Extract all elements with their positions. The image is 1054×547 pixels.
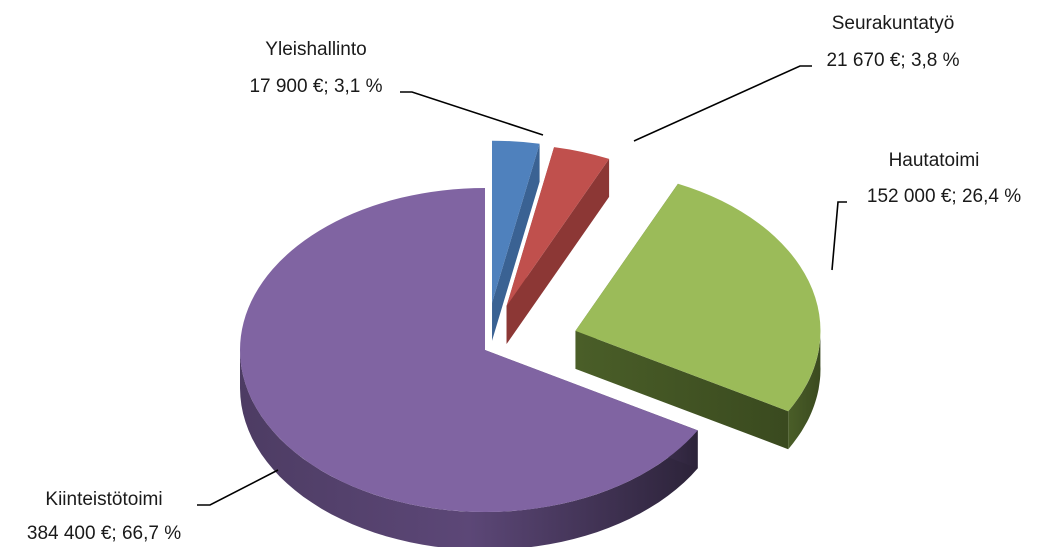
leader-line-kiinteistotoimi — [197, 469, 279, 506]
leader-line-hautatoimi — [831, 201, 847, 271]
slice-top-yleishallinto — [492, 140, 540, 303]
label-kiinteistotoimi-category: Kiinteistötoimi — [45, 489, 162, 510]
slice-top-seurakuntaty- — [506, 147, 610, 307]
label-seurakuntatyo-category: Seurakuntatyö — [832, 13, 955, 34]
label-yleishallinto-value: 17 900 €; 3,1 % — [249, 76, 382, 97]
pie-slices — [240, 140, 821, 547]
slice-wall-hautatoimi-1 — [575, 330, 789, 450]
slice-side-hautatoimi — [788, 327, 821, 450]
slice-kiinteist-toimi — [240, 188, 698, 547]
label-kiinteistotoimi-value: 384 400 €; 66,7 % — [27, 523, 181, 544]
slice-top-kiinteist-toimi — [240, 188, 698, 512]
slice-yleishallinto — [492, 140, 540, 341]
leader-line-yleishallinto — [400, 91, 544, 136]
label-seurakuntatyo-value: 21 670 €; 3,8 % — [826, 50, 959, 71]
slice-seurakuntaty- — [506, 147, 610, 345]
leader-lines — [197, 65, 847, 506]
slice-wall-yleishallinto-1 — [492, 143, 540, 341]
label-hautatoimi-value: 152 000 €; 26,4 % — [867, 186, 1021, 207]
slice-hautatoimi — [575, 183, 821, 450]
label-yleishallinto-category: Yleishallinto — [265, 39, 366, 60]
slice-wall-seurakuntaty--1 — [506, 158, 610, 345]
label-hautatoimi-category: Hautatoimi — [889, 150, 980, 171]
leader-line-seurakuntatyo — [633, 65, 812, 142]
slice-top-hautatoimi — [575, 183, 821, 412]
slice-labels: Yleishallinto 17 900 €; 3,1 % Seurakunta… — [27, 13, 1021, 544]
slice-side-kiinteist-toimi — [240, 350, 698, 547]
